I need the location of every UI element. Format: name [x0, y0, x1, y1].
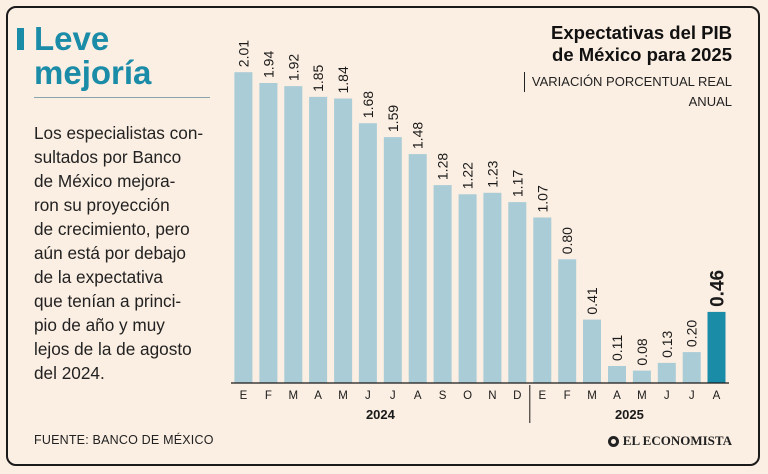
bar	[358, 123, 377, 383]
x-tick-label: F	[564, 390, 571, 402]
x-tick-label: A	[713, 390, 721, 402]
chart-subtitle: VARIACIÓN PORCENTUAL REAL ANUAL	[523, 72, 732, 112]
bar-value-label: 1.92	[285, 54, 301, 81]
x-tick-label: N	[488, 390, 496, 402]
x-tick-label: M	[637, 390, 647, 402]
x-tick-label: S	[439, 390, 447, 402]
body-line: aún está por debajo	[34, 243, 186, 263]
bar-value-label: 1.23	[484, 160, 500, 187]
bar-value-label: 0.11	[609, 335, 625, 361]
brand-logo-icon	[607, 435, 619, 447]
bar-value-label: 0.80	[559, 227, 575, 254]
bar-value-label: 1.59	[385, 105, 401, 132]
bar	[458, 194, 477, 383]
chart-subtitle-line-1: VARIACIÓN PORCENTUAL REAL	[523, 72, 732, 92]
x-tick-label: M	[338, 390, 348, 402]
bar	[632, 370, 651, 383]
body-line: pio de año y muy	[34, 315, 165, 335]
chart-title-line-2: de México para 2025	[552, 44, 732, 65]
frame	[6, 6, 760, 466]
x-tick-label: A	[613, 390, 621, 402]
bar-value-label: 1.94	[260, 51, 276, 78]
brand-name: EL ECONOMISTA	[622, 433, 732, 448]
year-group-label: 2024	[366, 407, 396, 422]
x-tick-label: M	[587, 390, 597, 402]
body-line: de crecimiento, pero	[34, 219, 190, 239]
bar	[707, 311, 726, 383]
bar-value-label: 0.46	[708, 270, 729, 307]
headline-line-2: mejoría	[34, 54, 152, 91]
x-tick-label: F	[265, 390, 272, 402]
bar-value-label: 1.85	[310, 64, 326, 91]
bar-value-label: 1.48	[410, 122, 426, 149]
bar-value-label: 1.28	[435, 153, 451, 180]
year-group-label: 2025	[615, 407, 644, 422]
bar	[558, 259, 577, 383]
x-tick-label: M	[289, 390, 299, 402]
bar	[508, 202, 527, 383]
bar-value-label: 1.68	[360, 91, 376, 118]
bar	[583, 319, 601, 383]
bar	[284, 86, 303, 383]
bar-value-label: 1.84	[335, 66, 351, 93]
chart-title-box: Expectativas del PIB de México para 2025…	[523, 22, 732, 112]
bar	[408, 154, 427, 383]
x-tick-label: O	[463, 390, 472, 402]
x-tick-label: J	[689, 390, 695, 402]
bar	[657, 362, 676, 383]
headline-divider	[34, 97, 210, 98]
body-line: ron su proyección	[34, 195, 170, 215]
headline-line-1: Leve	[34, 20, 110, 57]
x-tick-label: J	[390, 390, 396, 402]
bar-value-label: 0.41	[584, 287, 600, 314]
bar-value-label: 1.07	[534, 185, 550, 212]
bar-value-label: 1.17	[509, 170, 525, 197]
bar	[234, 72, 253, 383]
bar-value-label: 0.08	[634, 338, 650, 365]
x-tick-label: A	[314, 390, 322, 402]
chart-title: Expectativas del PIB de México para 2025	[524, 22, 732, 66]
bar	[483, 192, 502, 383]
bar	[383, 137, 402, 383]
x-tick-label: J	[365, 390, 371, 402]
bar	[533, 217, 552, 383]
chart-title-line-1: Expectativas del PIB	[551, 22, 732, 43]
bar	[334, 98, 353, 383]
bar-value-label: 0.13	[659, 330, 675, 357]
body-line: que tenían a princi-	[34, 291, 182, 311]
body-line: Los especialistas con-	[34, 123, 204, 143]
bar	[259, 83, 278, 383]
bar-value-label: 0.20	[684, 320, 700, 347]
bar-value-label: 1.22	[460, 162, 476, 189]
x-tick-label: E	[240, 390, 248, 402]
bar	[608, 366, 626, 383]
x-tick-label: D	[513, 390, 521, 402]
body-line: del 2024.	[34, 363, 105, 383]
headline: Leve mejoría	[34, 22, 151, 90]
x-tick-label: J	[664, 390, 670, 402]
bar	[433, 185, 452, 383]
body-line: de México mejora-	[34, 171, 176, 191]
x-tick-label: A	[414, 390, 422, 402]
source-note: FUENTE: BANCO DE MÉXICO	[34, 433, 214, 447]
accent-bar	[17, 28, 24, 50]
chart-subtitle-line-2: ANUAL	[688, 94, 732, 109]
brand: EL ECONOMISTA	[607, 433, 732, 449]
bar	[309, 96, 328, 384]
body-text: Los especialistas con- sultados por Banc…	[34, 121, 214, 385]
bar-value-label: 2.01	[235, 40, 251, 67]
x-tick-label: E	[538, 390, 546, 402]
body-line: lejos de la de agosto	[34, 339, 192, 359]
body-line: sultados por Banco	[34, 147, 182, 167]
bar	[682, 352, 701, 383]
body-line: de la expectativa	[34, 267, 163, 287]
